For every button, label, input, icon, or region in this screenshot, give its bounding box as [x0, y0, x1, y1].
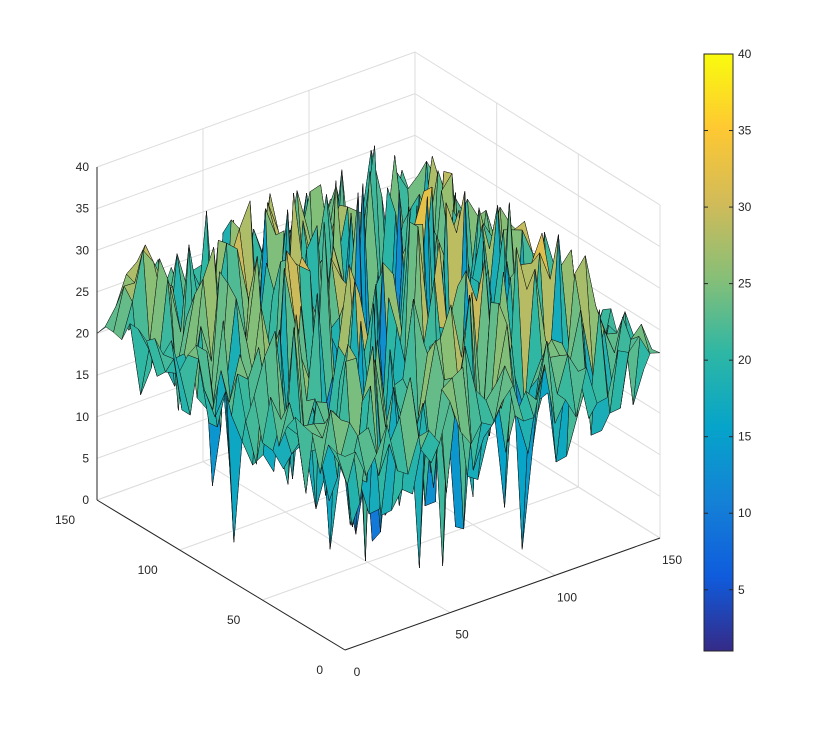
colorbar-tick-label: 35 — [738, 124, 752, 138]
axis-tick-labels: 0 5 10 15 20 25 30 35 40 0 50 100 150 0 50 100 150 — [55, 160, 682, 679]
colorbar-tick-label: 40 — [738, 47, 752, 61]
axis-line — [96, 499, 346, 651]
axis-line — [344, 537, 661, 651]
colorbar: 5 10 15 20 25 30 35 40 — [703, 47, 752, 652]
z-tick-label: 25 — [76, 285, 90, 299]
x-tick-label: 100 — [557, 590, 577, 604]
z-tick-label: 15 — [76, 368, 90, 382]
x-tick-label: 150 — [662, 553, 682, 567]
x-tick-label: 50 — [455, 628, 469, 642]
z-tick-label: 0 — [82, 493, 89, 507]
colorbar-tick-label: 15 — [738, 430, 752, 444]
grid-line — [202, 461, 451, 614]
z-tick-label: 40 — [76, 160, 90, 174]
y-tick-label: 50 — [227, 613, 241, 627]
z-tick-label: 20 — [76, 327, 90, 341]
z-tick-label: 10 — [76, 410, 90, 424]
y-tick-label: 150 — [55, 513, 75, 527]
z-tick-label: 30 — [76, 243, 90, 257]
z-tick-label: 5 — [82, 451, 89, 465]
colorbar-tick-label: 25 — [738, 277, 752, 291]
colorbar-tick-label: 5 — [738, 583, 745, 597]
surface-plot — [96, 145, 661, 568]
colorbar-tick-label: 10 — [738, 506, 752, 520]
surface-patch — [336, 451, 356, 486]
y-tick-label: 0 — [316, 663, 323, 677]
z-tick-label: 35 — [76, 202, 90, 216]
colorbar-gradient — [703, 53, 734, 652]
colorbar-tick-label: 20 — [738, 353, 752, 367]
x-tick-label: 0 — [354, 665, 361, 679]
colorbar-tick-label: 30 — [738, 200, 752, 214]
y-tick-label: 100 — [138, 563, 158, 577]
colorbar-ticks: 5 10 15 20 25 30 35 40 — [704, 47, 752, 597]
